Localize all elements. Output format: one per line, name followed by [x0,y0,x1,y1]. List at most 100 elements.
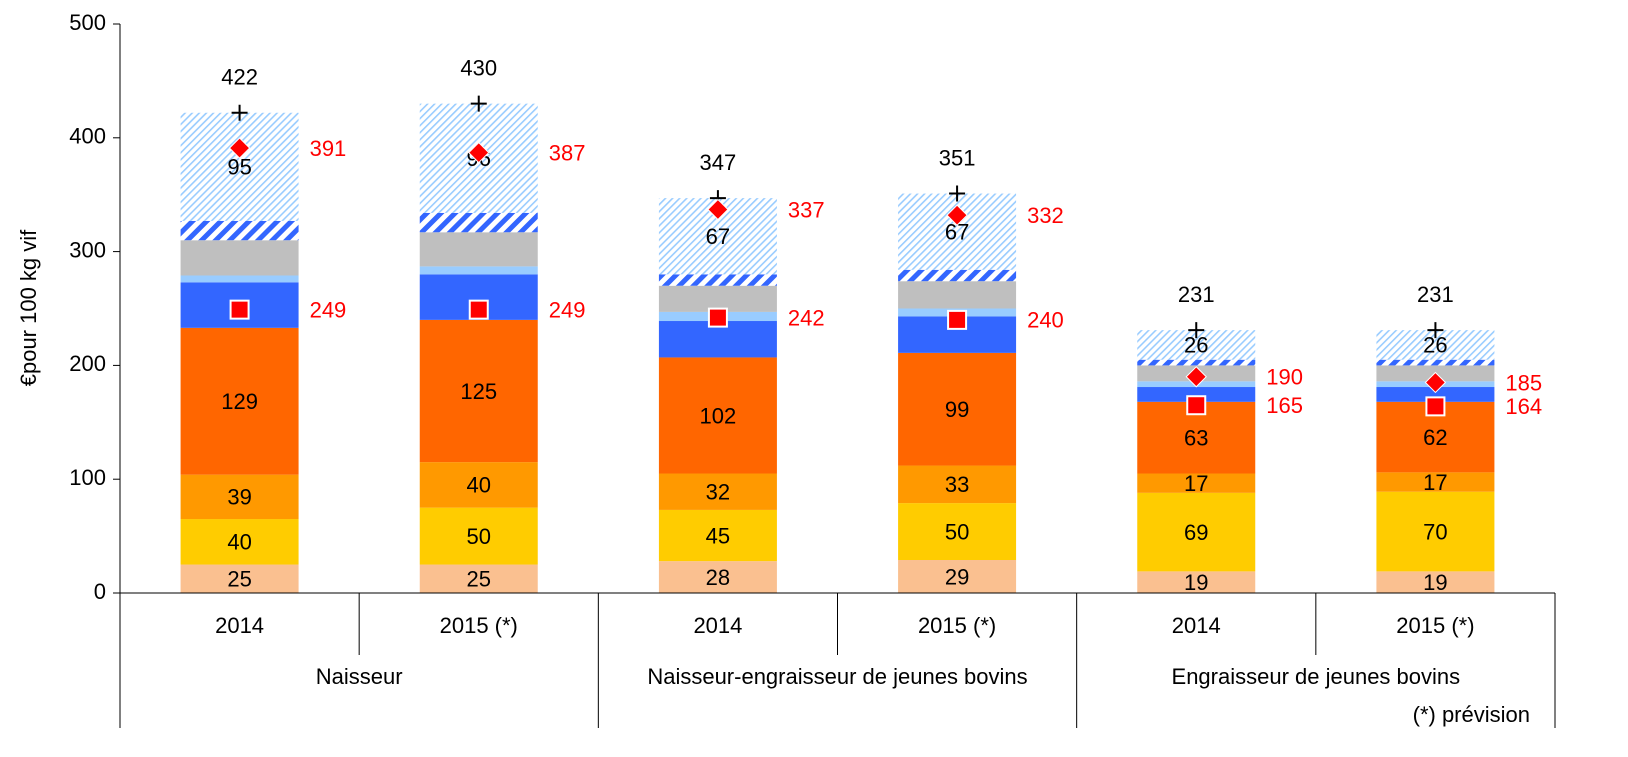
bar-segment [180,275,299,283]
marker-label: 337 [788,197,825,222]
segment-label: 28 [706,565,730,590]
bar-segment [658,285,777,312]
x-tick-label: 2015 (*) [1396,613,1474,638]
segment-label: 63 [1184,425,1208,450]
bar-segment [419,266,538,275]
bar-segment [180,564,299,593]
total-label: 351 [939,145,976,170]
total-label: 231 [1178,282,1215,307]
bar-segment [898,269,1017,282]
marker-label: 242 [788,305,825,330]
bar-segment [1376,387,1495,402]
bar-segment [898,281,1017,309]
bar-segment [1137,359,1256,366]
square-marker [229,299,250,320]
y-tick-label: 300 [69,237,106,262]
segment-label: 40 [467,473,491,498]
bar-segment [180,474,299,520]
total-marker [1427,322,1444,339]
x-tick-label: 2015 (*) [440,613,518,638]
segment-label: 17 [1184,471,1208,496]
y-tick-label: 0 [94,579,106,604]
bar-segment [1137,571,1256,593]
x-tick-label: 2014 [215,613,264,638]
segment-label: 19 [1423,570,1447,595]
marker-label: 190 [1266,365,1303,390]
bar-segment [1376,359,1495,366]
segment-label: 95 [227,155,251,180]
total-marker [1188,322,1205,339]
bar-segment [658,561,777,593]
marker-label: 391 [310,136,347,161]
bar-segment [1137,473,1256,493]
bar-segment [180,519,299,565]
segment-label: 50 [467,524,491,549]
segment-label: 62 [1423,425,1447,450]
bar-segment [180,112,299,221]
total-marker [949,185,966,202]
group-label: Naisseur [316,664,403,689]
total-label: 347 [700,150,737,175]
total-marker [470,95,487,112]
y-tick-label: 100 [69,465,106,490]
square-marker [468,299,489,320]
y-tick-label: 500 [69,10,106,35]
segment-label: 70 [1423,519,1447,544]
segment-label: 39 [227,485,251,510]
segment-label: 102 [700,403,737,428]
bar-segment [898,503,1017,560]
bar-segment [419,232,538,267]
bar-segment [658,357,777,474]
y-axis-label: €pour 100 kg vif [16,229,41,386]
marker-label: 240 [1027,308,1064,333]
bar-segment [180,220,299,241]
bar-segment [1376,571,1495,593]
segment-label: 129 [221,389,258,414]
square-marker [1425,396,1446,417]
bar-segment [1376,491,1495,572]
diamond-marker [228,137,251,159]
segment-label: 29 [945,564,969,589]
segment-label: 17 [1423,470,1447,495]
marker-label: 387 [549,140,586,165]
bar-segment [898,559,1017,593]
segment-label: 67 [706,224,730,249]
marker-label: 164 [1505,394,1542,419]
segment-label: 32 [706,480,730,505]
y-tick-label: 200 [69,351,106,376]
bar-segment [658,274,777,286]
x-tick-label: 2015 (*) [918,613,996,638]
bar-segment [898,465,1017,504]
diamond-marker [1424,371,1447,394]
segment-label: 33 [945,472,969,497]
marker-label: 249 [310,297,347,322]
segment-label: 19 [1184,570,1208,595]
segment-label: 125 [460,379,497,404]
bar-segment [419,462,538,508]
square-marker [947,309,968,330]
x-tick-label: 2014 [693,613,742,638]
marker-label: 249 [549,297,586,322]
marker-label: 332 [1027,203,1064,228]
diamond-marker [468,141,490,164]
total-marker [231,104,248,121]
bar-segment [180,327,299,475]
bar-segment [419,212,538,233]
bar-segment [1137,387,1256,402]
diamond-marker [1185,366,1207,388]
segment-label: 99 [945,397,969,422]
segment-label: 50 [945,519,969,544]
bar-segment [419,564,538,593]
bar-segment [180,240,299,276]
total-label: 231 [1417,282,1454,307]
segment-label: 25 [467,567,491,592]
diamond-marker [946,204,968,226]
y-tick-label: 400 [69,124,106,149]
segment-label: 45 [706,523,730,548]
x-tick-label: 2014 [1172,613,1221,638]
segment-label: 69 [1184,520,1208,545]
bar-segment [658,509,777,562]
square-marker [1186,395,1207,416]
bar-segment [1376,472,1495,492]
